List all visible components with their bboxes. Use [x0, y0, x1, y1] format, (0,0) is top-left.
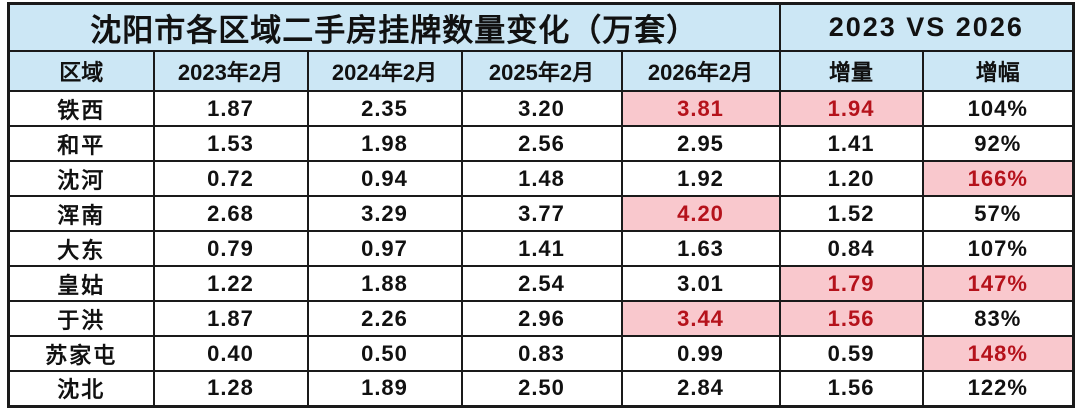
table-row: 大东 0.79 0.97 1.41 1.63 0.84 107% [7, 230, 1075, 267]
value-cell-highlighted: 166% [921, 160, 1075, 197]
table-row: 苏家屯 0.40 0.50 0.83 0.99 0.59 148% [7, 335, 1075, 372]
column-header: 增量 [778, 50, 924, 92]
value-cell: 3.20 [460, 90, 623, 127]
region-cell: 于洪 [7, 300, 155, 337]
table-row: 沈北 1.28 1.89 2.50 2.84 1.56 122% [7, 370, 1075, 407]
value-cell: 1.28 [152, 370, 309, 407]
value-cell: 2.96 [460, 300, 623, 337]
value-cell: 0.50 [306, 335, 463, 372]
region-cell: 铁西 [7, 90, 155, 127]
table-row: 于洪 1.87 2.26 2.96 3.44 1.56 83% [7, 300, 1075, 337]
column-header: 2024年2月 [306, 50, 463, 92]
value-cell-highlighted: 3.44 [620, 300, 781, 337]
value-cell: 1.53 [152, 125, 309, 162]
value-cell: 92% [921, 125, 1075, 162]
value-cell-highlighted: 1.56 [778, 300, 924, 337]
value-cell: 0.59 [778, 335, 924, 372]
value-cell: 2.50 [460, 370, 623, 407]
value-cell-highlighted: 3.81 [620, 90, 781, 127]
value-cell: 0.84 [778, 230, 924, 267]
value-cell: 0.97 [306, 230, 463, 267]
column-header: 2026年2月 [620, 50, 781, 92]
value-cell: 1.89 [306, 370, 463, 407]
value-cell: 1.22 [152, 265, 309, 302]
value-cell: 2.26 [306, 300, 463, 337]
table-row: 铁西 1.87 2.35 3.20 3.81 1.94 104% [7, 90, 1075, 127]
value-cell: 1.41 [778, 125, 924, 162]
value-cell: 0.79 [152, 230, 309, 267]
value-cell-highlighted: 1.79 [778, 265, 924, 302]
value-cell: 104% [921, 90, 1075, 127]
value-cell: 83% [921, 300, 1075, 337]
table-row: 沈河 0.72 0.94 1.48 1.92 1.20 166% [7, 160, 1075, 197]
value-cell: 1.98 [306, 125, 463, 162]
value-cell-highlighted: 147% [921, 265, 1075, 302]
value-cell: 57% [921, 195, 1075, 232]
column-header-row: 区域 2023年2月 2024年2月 2025年2月 2026年2月 增量 增幅 [7, 50, 1075, 92]
region-cell: 苏家屯 [7, 335, 155, 372]
region-cell: 和平 [7, 125, 155, 162]
value-cell: 1.41 [460, 230, 623, 267]
region-cell: 沈北 [7, 370, 155, 407]
column-header: 区域 [7, 50, 155, 92]
region-cell: 皇姑 [7, 265, 155, 302]
value-cell: 1.56 [778, 370, 924, 407]
listing-table: 沈阳市各区域二手房挂牌数量变化（万套） 2023 VS 2026 区域 2023年… [7, 2, 1076, 408]
value-cell: 1.20 [778, 160, 924, 197]
value-cell: 3.77 [460, 195, 623, 232]
table-title: 沈阳市各区域二手房挂牌数量变化（万套） [7, 2, 781, 52]
value-cell: 2.56 [460, 125, 623, 162]
value-cell: 3.01 [620, 265, 781, 302]
region-cell: 浑南 [7, 195, 155, 232]
value-cell: 1.52 [778, 195, 924, 232]
value-cell: 0.99 [620, 335, 781, 372]
value-cell: 2.54 [460, 265, 623, 302]
column-header: 增幅 [921, 50, 1075, 92]
value-cell-highlighted: 148% [921, 335, 1075, 372]
region-cell: 大东 [7, 230, 155, 267]
value-cell-highlighted: 4.20 [620, 195, 781, 232]
table-row: 和平 1.53 1.98 2.56 2.95 1.41 92% [7, 125, 1075, 162]
value-cell: 0.40 [152, 335, 309, 372]
value-cell: 107% [921, 230, 1075, 267]
comparison-title: 2023 VS 2026 [778, 2, 1075, 52]
value-cell: 1.87 [152, 90, 309, 127]
value-cell: 1.88 [306, 265, 463, 302]
value-cell: 2.95 [620, 125, 781, 162]
value-cell: 3.29 [306, 195, 463, 232]
value-cell: 2.68 [152, 195, 309, 232]
column-header: 2025年2月 [460, 50, 623, 92]
value-cell: 2.84 [620, 370, 781, 407]
value-cell: 0.83 [460, 335, 623, 372]
value-cell-highlighted: 1.94 [778, 90, 924, 127]
table-row: 皇姑 1.22 1.88 2.54 3.01 1.79 147% [7, 265, 1075, 302]
region-cell: 沈河 [7, 160, 155, 197]
value-cell: 2.35 [306, 90, 463, 127]
value-cell: 1.87 [152, 300, 309, 337]
value-cell: 0.72 [152, 160, 309, 197]
value-cell: 1.48 [460, 160, 623, 197]
title-row: 沈阳市各区域二手房挂牌数量变化（万套） 2023 VS 2026 [7, 2, 1075, 52]
column-header: 2023年2月 [152, 50, 309, 92]
table-body: 铁西 1.87 2.35 3.20 3.81 1.94 104% 和平 1.53 1.98 2.56… [7, 90, 1075, 407]
value-cell: 1.63 [620, 230, 781, 267]
value-cell: 0.94 [306, 160, 463, 197]
table-row: 浑南 2.68 3.29 3.77 4.20 1.52 57% [7, 195, 1075, 232]
value-cell: 122% [921, 370, 1075, 407]
value-cell: 1.92 [620, 160, 781, 197]
